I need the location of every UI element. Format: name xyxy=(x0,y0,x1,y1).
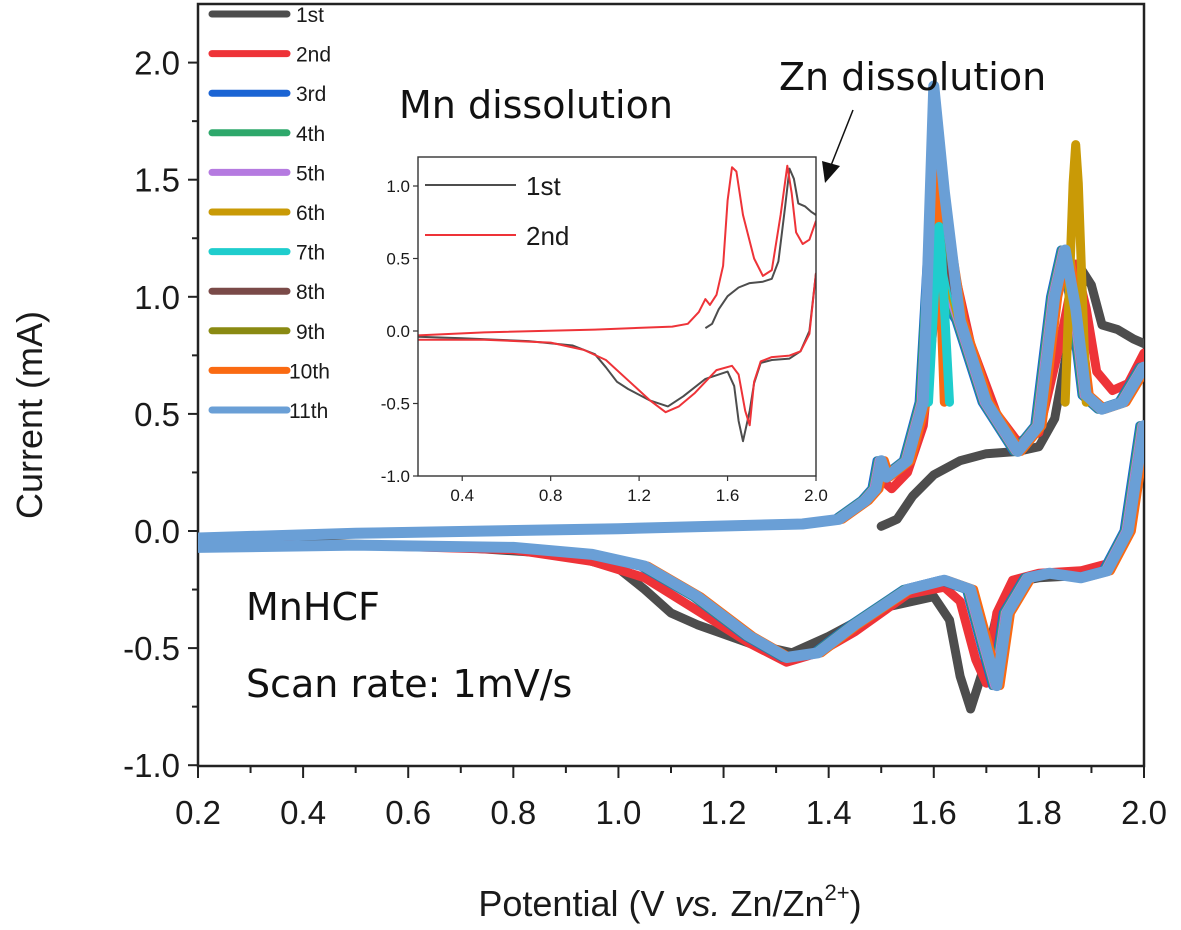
x-tick-label: 1.6 xyxy=(911,794,957,831)
legend-label: 4th xyxy=(296,123,325,146)
zn-dissolution-label: Zn dissolution xyxy=(779,55,1046,99)
y-tick-label: 0.5 xyxy=(134,396,180,433)
x-tick-label: 0.8 xyxy=(490,794,536,831)
series-line-11th xyxy=(198,420,1144,692)
y-tick-label: 2.0 xyxy=(134,45,180,82)
inset-y-tick-label: -1.0 xyxy=(381,467,410,486)
sample-label: MnHCF xyxy=(246,585,380,629)
x-tick-label: 1.2 xyxy=(701,794,747,831)
y-tick-label: 1.0 xyxy=(134,279,180,316)
inset-legend-label: 2nd xyxy=(526,221,569,251)
inset-series-line-2nd xyxy=(418,164,816,337)
inset-frame xyxy=(417,156,817,477)
inset-y-tick-label: -0.5 xyxy=(381,395,410,414)
legend-label: 7th xyxy=(296,242,325,265)
legend-label: 6th xyxy=(296,202,325,225)
inset-x-tick-label: 0.4 xyxy=(450,486,474,505)
legend: 1st 2nd 3rd 4th 5th 6th 7th 8th 9th 10th 11th xyxy=(208,4,331,423)
legend-label: 8th xyxy=(296,281,325,304)
legend-label: 11th xyxy=(289,400,328,423)
legend-label: 2nd xyxy=(296,44,331,67)
x-tick-label: 1.0 xyxy=(596,794,642,831)
inset-x-tick-label: 1.6 xyxy=(716,486,740,505)
x-tick-label: 1.8 xyxy=(1016,794,1062,831)
inset-x-axis: 0.4 0.8 1.2 1.6 2.0 xyxy=(450,476,828,505)
inset-x-tick-label: 2.0 xyxy=(804,486,828,505)
inset-x-tick-label: 1.2 xyxy=(627,486,651,505)
inset-series-line-2nd xyxy=(418,272,816,427)
y-tick-label: 1.5 xyxy=(134,162,180,199)
inset-y-tick-label: 1.0 xyxy=(386,177,410,196)
mn-dissolution-label: Mn dissolution xyxy=(399,83,673,127)
x-axis-title-vs: vs. xyxy=(674,883,720,924)
legend-label: 3rd xyxy=(296,83,326,106)
series-peak-7th xyxy=(924,222,954,407)
inset-y-axis: -1.0 -0.5 0.0 0.5 1.0 xyxy=(381,177,418,486)
x-axis-title-part: ) xyxy=(850,883,862,924)
x-tick-label: 1.4 xyxy=(806,794,852,831)
x-axis-title-part: Potential (V xyxy=(478,883,674,924)
series-line-1st xyxy=(876,264,1144,531)
inset-y-tick-label: 0.5 xyxy=(386,250,410,269)
y-tick-label: 0.0 xyxy=(134,513,180,550)
y-tick-label: -1.0 xyxy=(123,747,180,784)
inset-background xyxy=(418,157,816,476)
legend-label: 5th xyxy=(296,162,325,185)
x-axis-title: Potential (V vs. Zn/Zn2+) xyxy=(478,880,861,924)
x-axis-title-part: Zn/Zn xyxy=(721,883,825,924)
inset-y-tick-label: 0.0 xyxy=(386,322,410,341)
x-tick-label: 0.2 xyxy=(175,794,221,831)
legend-label: 1st xyxy=(296,4,324,27)
inset-legend: 1st 2nd xyxy=(425,171,569,251)
y-axis-title: Current (mA) xyxy=(9,311,50,519)
inset-legend-label: 1st xyxy=(526,171,561,201)
y-axis: -1.0 -0.5 0.0 0.5 1.0 1.5 2.0 xyxy=(123,45,198,784)
inset-x-tick-label: 0.8 xyxy=(539,486,563,505)
x-tick-label: 0.4 xyxy=(280,794,326,831)
series-group xyxy=(198,80,1144,714)
scan-rate-label: Scan rate: 1mV/s xyxy=(246,662,572,706)
inset-series-line-1st xyxy=(704,167,816,329)
zn-arrowhead xyxy=(822,161,840,183)
legend-label: 9th xyxy=(296,321,325,344)
x-tick-label: 0.6 xyxy=(385,794,431,831)
legend-label: 10th xyxy=(289,360,330,383)
x-axis-title-superscript: 2+ xyxy=(825,880,850,905)
y-tick-label: -0.5 xyxy=(123,630,180,667)
inset-series-group xyxy=(418,164,816,443)
x-tick-label: 2.0 xyxy=(1121,794,1167,831)
x-axis: 0.2 0.4 0.6 0.8 1.0 1.2 1.4 1.6 1.8 2.0 xyxy=(175,766,1167,831)
series-line-11th xyxy=(198,80,1144,544)
zn-arrow xyxy=(822,109,854,183)
